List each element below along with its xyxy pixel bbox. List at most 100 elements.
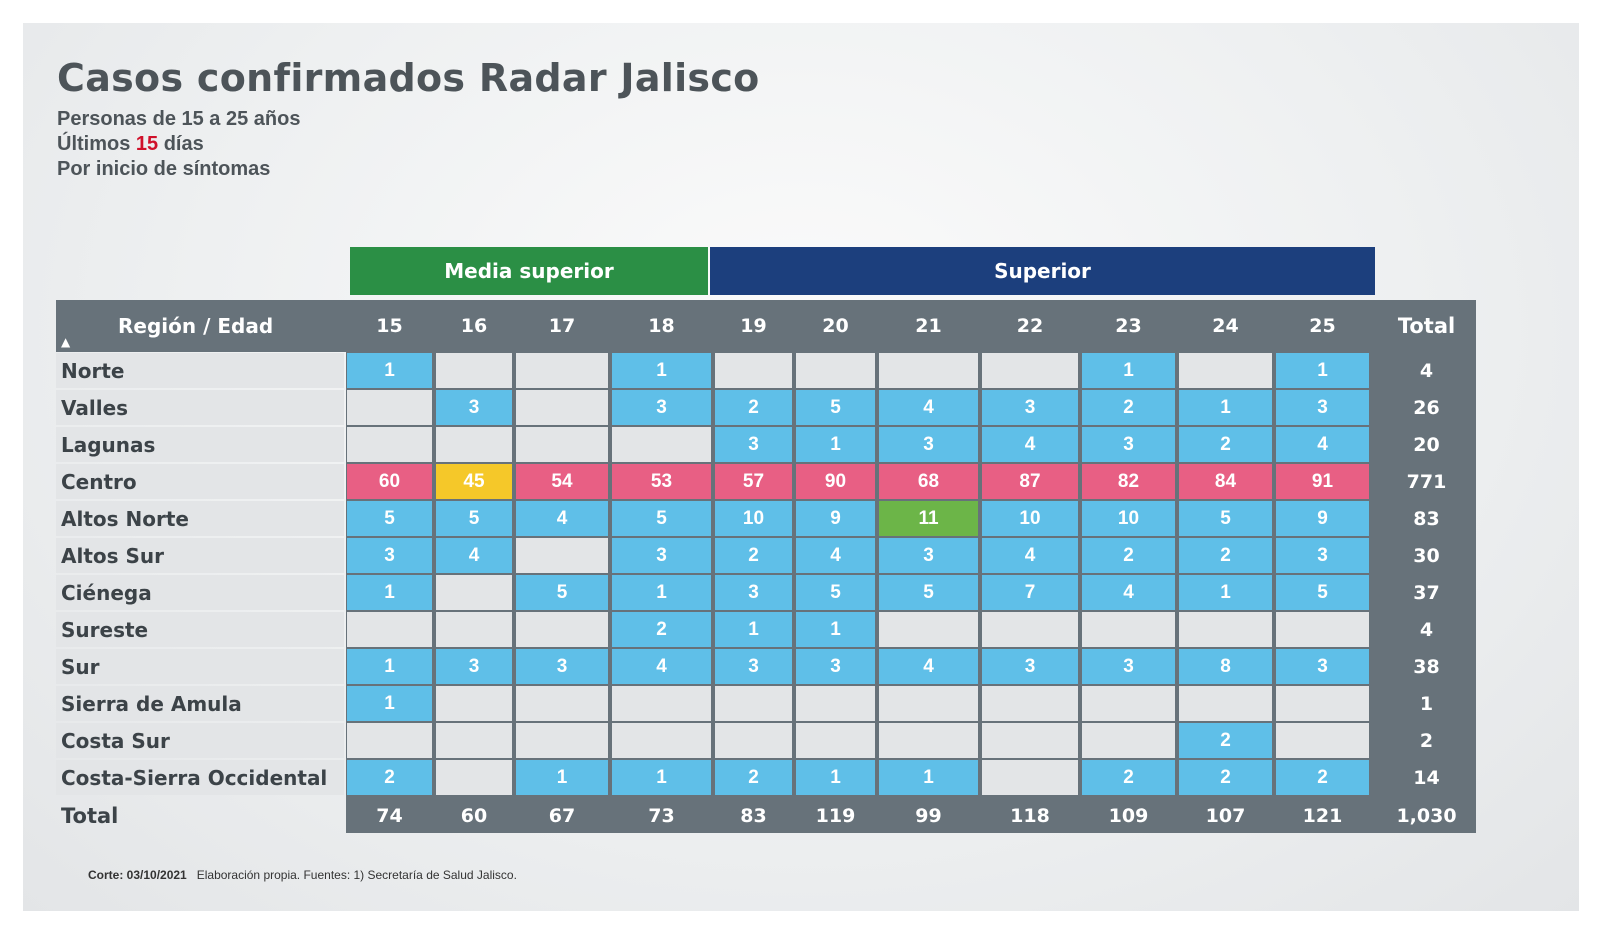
column-total: 67 [548, 804, 576, 827]
table-cell: 3 [1082, 649, 1175, 684]
table-cell: 4 [516, 501, 608, 536]
table-cell [982, 686, 1078, 721]
table-cell [612, 427, 711, 462]
table-cell [879, 686, 978, 721]
table-cell [1276, 612, 1369, 647]
table-cell: 1 [347, 686, 432, 721]
table-cell [879, 353, 978, 388]
grand-total: 1,030 [1396, 804, 1457, 827]
table-cell: 3 [879, 538, 978, 573]
column-total: 60 [460, 804, 488, 827]
row-total: 14 [1413, 766, 1440, 789]
table-cell [1082, 612, 1175, 647]
column-total: 74 [376, 804, 403, 827]
table-cell: 3 [436, 649, 512, 684]
table-cell: 84 [1179, 464, 1272, 499]
row-total: 20 [1413, 433, 1440, 456]
table-cell [436, 760, 512, 795]
subtitle-days-suffix: días [163, 133, 204, 155]
column-total: 121 [1302, 804, 1343, 827]
table-cell: 2 [1179, 723, 1272, 758]
table-cell: 2 [715, 538, 792, 573]
table-cell [436, 612, 512, 647]
row-label: Sierra de Amula [56, 686, 344, 721]
column-header-17: 17 [548, 315, 576, 337]
row-label: Altos Sur [56, 538, 344, 573]
row-total: 26 [1413, 396, 1440, 419]
table-cell: 1 [1179, 390, 1272, 425]
table-cell: 3 [1276, 538, 1369, 573]
table-cell: 2 [1179, 427, 1272, 462]
table-cell [1179, 686, 1272, 721]
table-cell [1179, 612, 1272, 647]
table-cell [436, 575, 512, 610]
table-cell: 5 [436, 501, 512, 536]
column-total: 119 [815, 804, 856, 827]
table-cell: 1 [612, 760, 711, 795]
table-cell [436, 723, 512, 758]
table-cell: 68 [879, 464, 978, 499]
row-label: Sureste [56, 612, 344, 647]
table-cell: 3 [982, 390, 1078, 425]
table-cell: 91 [1276, 464, 1369, 499]
column-total: 118 [1010, 804, 1050, 827]
table-cell: 3 [347, 538, 432, 573]
column-header-20: 20 [822, 315, 849, 337]
subtitle-days-number: 15 [135, 133, 159, 155]
table-cell [879, 723, 978, 758]
table-cell [436, 427, 512, 462]
corner-label: Región / Edad [118, 314, 274, 338]
subtitle-days-prefix: Últimos [57, 133, 131, 155]
table-cell: 2 [347, 760, 432, 795]
table-cell [796, 723, 875, 758]
table-cell [715, 723, 792, 758]
table-header-bar [56, 300, 1476, 352]
footer-note: Corte: 03/10/2021 Elaboración propia. Fue… [88, 868, 517, 882]
table-cell: 8 [1179, 649, 1272, 684]
group-header-media-superior: Media superior [350, 247, 708, 295]
table-cell: 2 [1082, 760, 1175, 795]
table-cell [1082, 723, 1175, 758]
table-cell: 2 [1179, 760, 1272, 795]
row-label: Costa Sur [56, 723, 344, 758]
table-cell: 1 [347, 575, 432, 610]
table-cell: 3 [715, 427, 792, 462]
table-cell [347, 723, 432, 758]
table-cell: 4 [1082, 575, 1175, 610]
table-cell: 4 [436, 538, 512, 573]
table-cell: 2 [1276, 760, 1369, 795]
table-cell: 1 [612, 575, 711, 610]
footer-cut-date: Corte: 03/10/2021 [88, 868, 187, 882]
row-total: 1 [1419, 692, 1434, 715]
table-cell [715, 353, 792, 388]
table-cell: 1 [1179, 575, 1272, 610]
table-cell: 57 [715, 464, 792, 499]
column-header-total: Total [1397, 314, 1456, 338]
row-total: 2 [1419, 729, 1434, 752]
table-cell: 2 [1179, 538, 1272, 573]
table-cell [982, 612, 1078, 647]
table-cell [1276, 686, 1369, 721]
table-cell: 4 [1276, 427, 1369, 462]
row-total: 4 [1419, 618, 1434, 641]
table-cell [516, 723, 608, 758]
table-cell: 5 [796, 575, 875, 610]
table-cell [516, 538, 608, 573]
sort-up-icon[interactable]: ▲ [61, 335, 71, 349]
row-total: 30 [1413, 544, 1440, 567]
table-cell: 5 [1179, 501, 1272, 536]
table-cell [982, 353, 1078, 388]
table-cell: 1 [796, 760, 875, 795]
table-cell: 54 [516, 464, 608, 499]
table-cell: 53 [612, 464, 711, 499]
table-cell: 11 [879, 501, 978, 536]
table-cell: 4 [879, 649, 978, 684]
table-cell: 1 [612, 353, 711, 388]
table-cell [1082, 686, 1175, 721]
table-cell [612, 686, 711, 721]
row-label: Norte [56, 353, 344, 388]
table-cell: 5 [796, 390, 875, 425]
table-cell: 5 [612, 501, 711, 536]
corner-header: Región / Edad ▲ [56, 300, 346, 352]
table-cell: 3 [879, 427, 978, 462]
